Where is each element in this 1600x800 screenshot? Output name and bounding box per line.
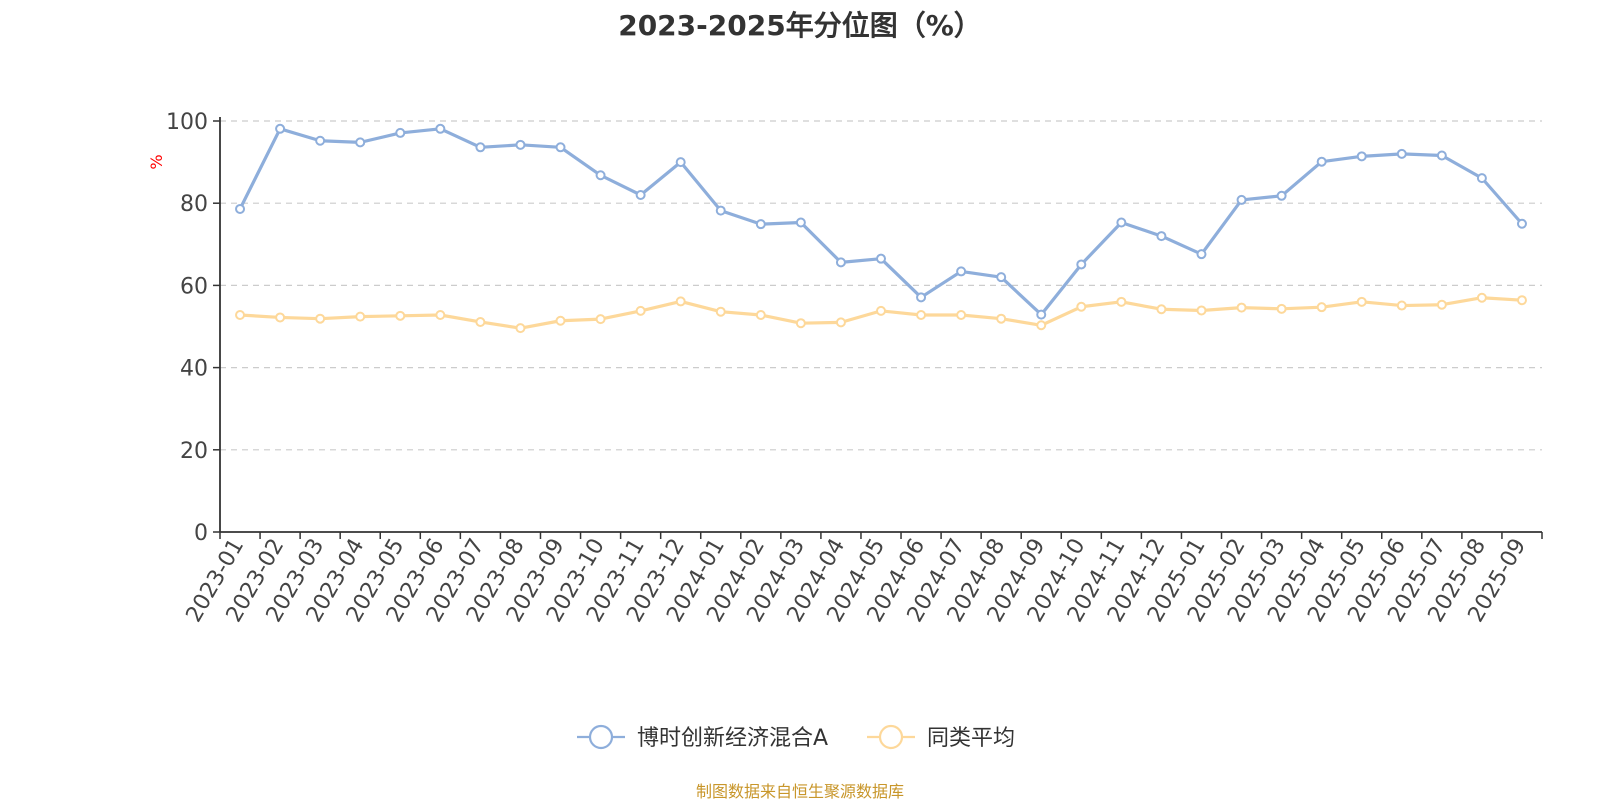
data-point-1: [1396, 148, 1407, 159]
data-point-1: [1156, 231, 1167, 242]
data-point-1: [876, 253, 886, 264]
data-point-1: [835, 257, 846, 268]
data-point-2: [595, 314, 606, 325]
data-point-1: [1476, 173, 1487, 184]
y-tick-label: 40: [180, 357, 208, 382]
data-point-1: [355, 137, 366, 148]
data-point-1: [1196, 249, 1207, 260]
data-point-2: [555, 315, 566, 326]
legend-label: 博时创新经济混合A: [637, 726, 828, 751]
data-point-2: [355, 311, 366, 322]
data-point-2: [1356, 296, 1367, 307]
chart-title: 2023-2025年分位图（%）: [618, 9, 982, 42]
data-point-2: [1196, 305, 1207, 316]
data-point-2: [876, 305, 886, 316]
legend-item-1[interactable]: 博时创新经济混合A: [577, 724, 828, 751]
data-point-2: [395, 310, 406, 321]
data-point-1: [1076, 259, 1087, 270]
data-point-1: [715, 205, 726, 216]
data-point-1: [1436, 150, 1447, 161]
data-point-2: [1076, 301, 1087, 312]
y-tick-label: 20: [180, 439, 208, 464]
legend-label: 同类平均: [927, 726, 1015, 751]
legend-item-2[interactable]: 同类平均: [867, 724, 1015, 751]
series-layer: [235, 123, 1527, 334]
data-point-1: [595, 170, 606, 181]
data-point-2: [795, 318, 806, 329]
data-point-2: [435, 309, 446, 320]
legend-marker: [878, 724, 904, 750]
data-point-1: [795, 217, 806, 228]
data-point-2: [1156, 304, 1167, 315]
data-point-1: [675, 157, 686, 168]
data-point-1: [395, 127, 406, 138]
source-text: 制图数据来自恒生聚源数据库: [695, 782, 904, 800]
grid-layer: [220, 120, 1542, 451]
y-axis-label: %: [147, 154, 166, 169]
data-point-1: [1356, 151, 1367, 162]
legend-marker: [588, 724, 614, 750]
data-point-1: [435, 123, 446, 134]
y-tick-label: 0: [194, 521, 208, 546]
legend[interactable]: 博时创新经济混合A 同类平均: [577, 724, 1015, 751]
data-point-1: [956, 266, 967, 277]
data-point-2: [1116, 296, 1127, 307]
data-point-1: [755, 219, 766, 230]
data-point-1: [235, 203, 246, 214]
data-point-2: [1036, 320, 1047, 331]
data-point-1: [1036, 309, 1047, 320]
data-point-1: [916, 292, 927, 303]
data-point-2: [1396, 300, 1407, 311]
series-line-1: [238, 127, 1524, 317]
data-point-2: [755, 309, 766, 320]
data-point-1: [315, 135, 326, 146]
data-point-2: [1516, 295, 1527, 306]
data-point-1: [1316, 156, 1327, 167]
data-point-2: [315, 313, 326, 324]
axis-layer: 020406080100%2023-012023-022023-032023-0…: [147, 110, 1543, 627]
data-point-2: [1276, 303, 1287, 314]
data-point-2: [1436, 299, 1447, 310]
data-point-1: [275, 123, 286, 134]
data-point-2: [635, 305, 646, 316]
data-point-1: [1236, 194, 1247, 205]
data-point-2: [1316, 302, 1327, 313]
data-point-1: [1516, 218, 1527, 229]
data-point-2: [515, 323, 526, 334]
y-tick-label: 60: [180, 274, 208, 299]
data-point-1: [1276, 190, 1287, 201]
data-point-2: [835, 317, 846, 328]
data-point-2: [715, 306, 726, 317]
data-point-2: [956, 309, 967, 320]
data-point-1: [515, 139, 526, 150]
data-point-1: [1116, 217, 1127, 228]
data-point-1: [555, 142, 566, 153]
y-tick-label: 100: [166, 110, 208, 135]
data-point-2: [675, 296, 686, 307]
data-point-1: [475, 142, 486, 153]
data-point-2: [996, 313, 1007, 324]
data-point-2: [475, 316, 486, 327]
data-point-2: [1236, 302, 1247, 313]
data-point-2: [916, 309, 927, 320]
y-tick-label: 80: [180, 192, 208, 217]
data-point-2: [275, 312, 286, 323]
data-point-1: [635, 189, 646, 200]
data-point-2: [1476, 292, 1487, 303]
data-point-1: [996, 272, 1007, 283]
data-point-2: [235, 309, 246, 320]
